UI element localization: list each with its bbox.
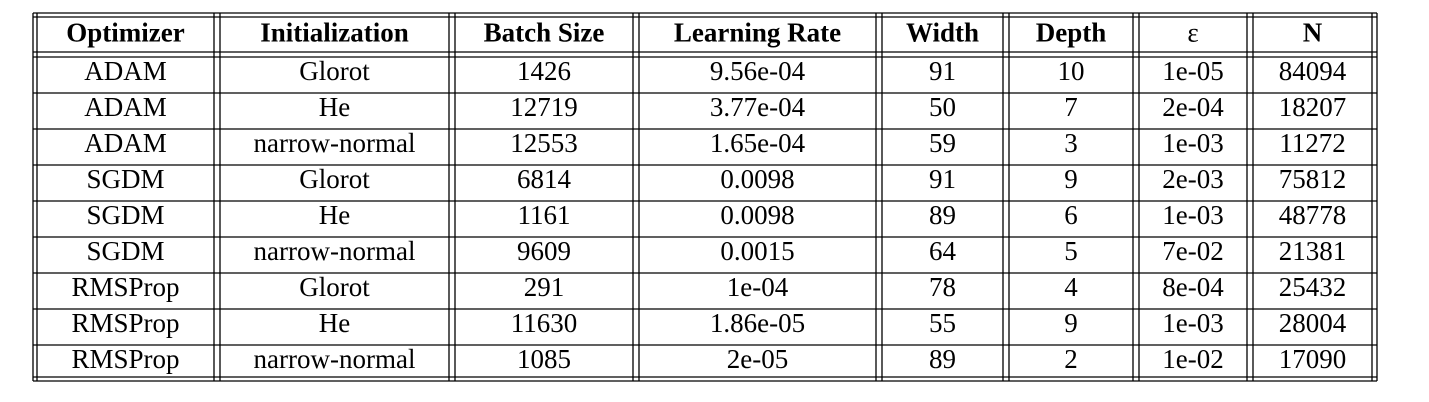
- table-cell: 7e-02: [1162, 236, 1223, 266]
- table-cell: 0.0015: [720, 236, 794, 266]
- table-cell: 1426: [517, 56, 571, 86]
- header-cell: Batch Size: [484, 18, 605, 48]
- table-cell: 1.86e-05: [710, 308, 805, 338]
- table-cell: 12719: [510, 92, 578, 122]
- table-cell: 9.56e-04: [710, 56, 806, 86]
- table-cell: 59: [929, 128, 956, 158]
- table-cell: Glorot: [299, 164, 370, 194]
- table-cell: 1085: [517, 344, 571, 374]
- table-cell: 64: [929, 236, 957, 266]
- table-cell: 1e-03: [1162, 308, 1223, 338]
- table-cell: Glorot: [299, 272, 370, 302]
- table-cell: 1e-02: [1162, 344, 1223, 374]
- table-cell: 2: [1064, 344, 1078, 374]
- header-cell: ε: [1187, 18, 1198, 48]
- table-cell: narrow-normal: [254, 344, 416, 374]
- table-cell: 6814: [517, 164, 572, 194]
- table-cell: Glorot: [299, 56, 370, 86]
- table-cell: 2e-04: [1162, 92, 1224, 122]
- table-cell: 4: [1064, 272, 1078, 302]
- header-cell: Learning Rate: [674, 18, 841, 48]
- table-cell: 5: [1064, 236, 1078, 266]
- table-cell: RMSProp: [71, 308, 179, 338]
- table-cell: He: [319, 92, 350, 122]
- table-cell: ADAM: [84, 92, 167, 122]
- table-cell: 1161: [518, 200, 571, 230]
- header-cell: Width: [906, 18, 979, 48]
- table-cell: 48778: [1279, 200, 1347, 230]
- table-cell: 21381: [1279, 236, 1347, 266]
- table-cell: 9609: [517, 236, 571, 266]
- header-cell: Initialization: [260, 18, 409, 48]
- table-cell: 17090: [1279, 344, 1347, 374]
- table-cell: RMSProp: [71, 272, 179, 302]
- table-cell: 11272: [1279, 128, 1346, 158]
- table-cell: 18207: [1279, 92, 1347, 122]
- table-cell: 50: [929, 92, 956, 122]
- table-cell: 291: [524, 272, 565, 302]
- table-cell: 1e-03: [1162, 128, 1223, 158]
- table-cell: 25432: [1279, 272, 1347, 302]
- table-cell: 1e-05: [1162, 56, 1223, 86]
- table-cell: 0.0098: [720, 200, 794, 230]
- table-cell: 8e-04: [1162, 272, 1224, 302]
- header-cell: N: [1303, 18, 1323, 48]
- table-cell: 89: [929, 344, 956, 374]
- table-cell: RMSProp: [71, 344, 179, 374]
- table-cell: 1e-03: [1162, 200, 1223, 230]
- table-cell: SGDM: [86, 236, 164, 266]
- table-cell: 10: [1058, 56, 1085, 86]
- table-cell: 91: [929, 56, 956, 86]
- table-cell: He: [319, 200, 350, 230]
- table-cell: ADAM: [84, 56, 167, 86]
- table-cell: narrow-normal: [254, 236, 416, 266]
- table-cell: 9: [1064, 308, 1078, 338]
- table-cell: 78: [929, 272, 956, 302]
- table-cell: 3.77e-04: [710, 92, 806, 122]
- table-cell: 2e-05: [727, 344, 788, 374]
- table-cell: ADAM: [84, 128, 167, 158]
- header-cell: Depth: [1036, 18, 1107, 48]
- table-cell: 9: [1064, 164, 1078, 194]
- table-cell: SGDM: [86, 164, 164, 194]
- table-cell: 3: [1064, 128, 1078, 158]
- table-cell: 1.65e-04: [710, 128, 806, 158]
- table-cell: 91: [929, 164, 956, 194]
- table-cell: 11630: [511, 308, 578, 338]
- table-cell: He: [319, 308, 350, 338]
- table-cell: 28004: [1279, 308, 1347, 338]
- table-cell: 89: [929, 200, 956, 230]
- table-cell: 12553: [510, 128, 578, 158]
- table-cell: 1e-04: [727, 272, 789, 302]
- table-cell: 0.0098: [720, 164, 794, 194]
- table-cell: 84094: [1279, 56, 1347, 86]
- table-cell: SGDM: [86, 200, 164, 230]
- table-cell: 7: [1064, 92, 1078, 122]
- table-cell: 6: [1064, 200, 1078, 230]
- table-cell: 75812: [1279, 164, 1347, 194]
- table-cell: narrow-normal: [254, 128, 416, 158]
- header-cell: Optimizer: [66, 18, 184, 48]
- table-cell: 55: [929, 308, 956, 338]
- table-cell: 2e-03: [1162, 164, 1223, 194]
